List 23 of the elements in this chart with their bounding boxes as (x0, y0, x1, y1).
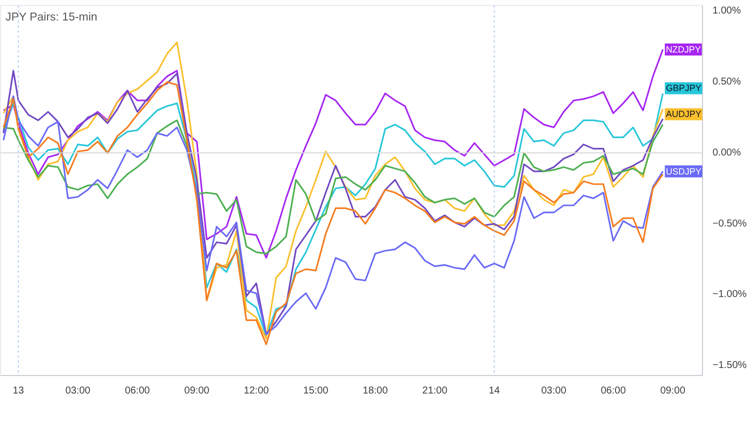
x-tick-label: 13 (12, 386, 24, 396)
x-tick-label: 18:00 (362, 386, 388, 396)
text: JPY Pairs: 15-min (6, 12, 98, 24)
x-tick-label: 12:00 (244, 386, 270, 396)
x-tick-label: 14 (488, 386, 500, 396)
x-tick-label: 21:00 (422, 386, 448, 396)
y-tick-label: 0.00% (712, 147, 741, 158)
y-tick-label: 1.00% (712, 6, 741, 17)
y-tick-label: −1.50% (712, 360, 747, 372)
series-label: AUDJPY (666, 109, 702, 120)
series-label: NZDJPY (666, 44, 701, 54)
x-tick-label: 15:00 (303, 386, 329, 396)
series-label: USDJPY (666, 166, 702, 176)
x-tick-label: 09:00 (660, 386, 686, 396)
x-tick-label: 06:00 (600, 386, 626, 396)
y-tick-label: −0.50% (712, 218, 747, 230)
y-tick-label: −1.00% (712, 289, 747, 300)
x-tick-label: 06:00 (124, 386, 150, 396)
series-label: GBPJPY (666, 83, 702, 94)
y-tick-label: 0.50% (712, 76, 741, 88)
x-tick-label: 03:00 (65, 386, 91, 396)
x-tick-label: 09:00 (184, 386, 210, 396)
x-tick-label: 03:00 (541, 386, 567, 396)
